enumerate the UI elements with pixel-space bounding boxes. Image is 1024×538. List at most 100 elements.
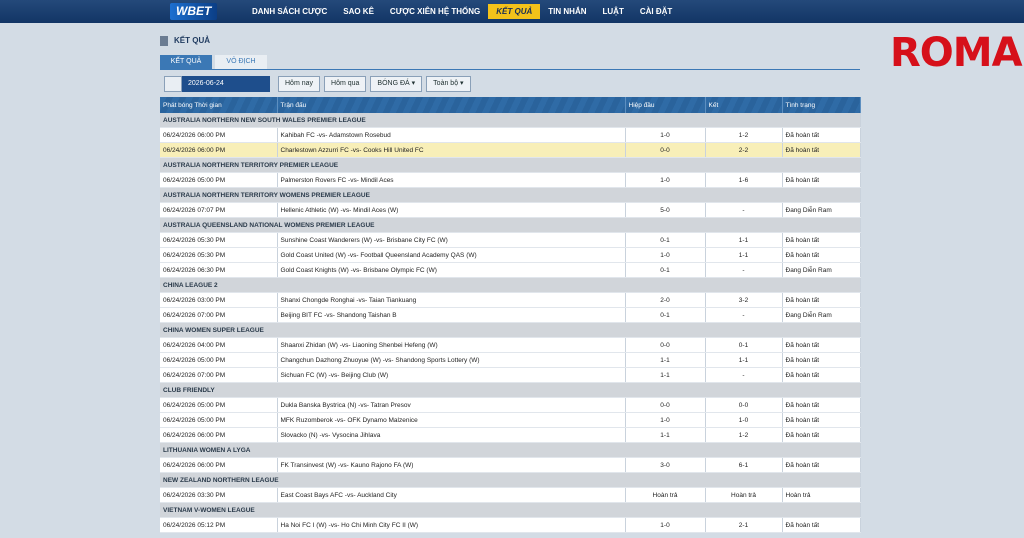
match: Sichuan FC (W) -vs- Beijing Club (W) (277, 367, 626, 383)
match-row[interactable]: 06/24/2026 06:00 PM Charlestown Azzurri F… (160, 142, 861, 158)
match-row[interactable]: 06/24/2026 05:00 PM Palmerston Rovers FC … (160, 172, 861, 188)
half-time: 2-0 (625, 292, 706, 308)
menu-item[interactable]: KẾT QUẢ (488, 4, 541, 19)
half-time: 1-0 (625, 172, 706, 188)
match: Ha Noi FC I (W) -vs- Ho Chi Minh City FC… (277, 517, 626, 533)
kickoff-time: 06/24/2026 05:00 PM (160, 172, 278, 188)
match-row[interactable]: 06/24/2026 05:00 PM Dukla Banska Bystrica… (160, 397, 861, 413)
match-row[interactable]: 06/24/2026 03:00 PM Shanxi Chongde Rongha… (160, 292, 861, 308)
full-time: 2-1 (705, 517, 783, 533)
filter-button[interactable]: Hôm qua (324, 76, 367, 92)
match-row[interactable]: 06/24/2026 06:30 PM Gold Coast Knights (W… (160, 262, 861, 278)
kickoff-time: 06/24/2026 06:30 PM (160, 262, 278, 278)
filters: 2026-06-24 Hôm nay Hôm qua BÓNG ĐÁ ▾ Toàn b… (164, 76, 471, 92)
kickoff-time: 06/24/2026 05:30 PM (160, 247, 278, 263)
calendar-icon[interactable] (164, 76, 182, 92)
column-header: Hiệp đầu (625, 97, 706, 113)
menu-item[interactable]: SAO KÊ (343, 7, 374, 16)
league-name: CHINA LEAGUE 2 (160, 277, 861, 293)
full-time: 0-1 (705, 337, 783, 353)
match: Dukla Banska Bystrica (N) -vs- Tatran Pr… (277, 397, 626, 413)
status: Đang Diễn Ram (782, 202, 861, 218)
date-input[interactable]: 2026-06-24 (182, 76, 270, 92)
logo[interactable]: WBET (170, 3, 218, 20)
kickoff-time: 06/24/2026 05:00 PM (160, 412, 278, 428)
league-row: NEW ZEALAND NORTHERN LEAGUE (160, 472, 861, 488)
results-table: Phát bóng Thời gian Trận đấu Hiệp đầu Kết Tì… (160, 97, 861, 533)
status: Đã hoàn tất (782, 232, 861, 248)
match-row[interactable]: 06/24/2026 07:00 PM Beijing BIT FC -vs- S… (160, 307, 861, 323)
menu-item[interactable]: TIN NHẮN (548, 7, 587, 16)
full-time: - (705, 262, 783, 278)
match: Shanxi Chongde Ronghai -vs- Taian Tianku… (277, 292, 626, 308)
match: Slovacko (N) -vs- Vysocina Jihlava (277, 427, 626, 443)
kickoff-time: 06/24/2026 03:30 PM (160, 487, 278, 503)
match-row[interactable]: 06/24/2026 05:30 PM Gold Coast United (W)… (160, 247, 861, 263)
half-time: 1-0 (625, 517, 706, 533)
match-row[interactable]: 06/24/2026 05:00 PM Changchun Dazhong Zhu… (160, 352, 861, 368)
full-time: 1-1 (705, 232, 783, 248)
kickoff-time: 06/24/2026 04:00 PM (160, 337, 278, 353)
full-time: Hoàn trả (705, 487, 783, 503)
match-row[interactable]: 06/24/2026 07:07 PM Hellenic Athletic (W)… (160, 202, 861, 218)
top-nav: WBET DANH SÁCH CƯỢC SAO KÊ CƯỢC XIÊN HỆ TH… (0, 0, 1024, 23)
match-row[interactable]: 06/24/2026 05:00 PM MFK Ruzomberok -vs- O… (160, 412, 861, 428)
half-time: 0-0 (625, 142, 706, 158)
tab[interactable]: KẾT QUẢ (160, 55, 212, 69)
status: Đã hoàn tất (782, 457, 861, 473)
match: Palmerston Rovers FC -vs- Mindil Aces (277, 172, 626, 188)
status: Hoàn trả (782, 487, 861, 503)
status: Đã hoàn tất (782, 247, 861, 263)
league-row: LITHUANIA WOMEN A LYGA (160, 442, 861, 458)
kickoff-time: 06/24/2026 07:00 PM (160, 307, 278, 323)
filter-button[interactable]: BÓNG ĐÁ ▾ (370, 76, 423, 92)
status: Đã hoàn tất (782, 352, 861, 368)
full-time: 1-2 (705, 427, 783, 443)
league-row: CHINA WOMEN SUPER LEAGUE (160, 322, 861, 338)
match: Shaanxi Zhidan (W) -vs- Liaoning Shenbei… (277, 337, 626, 353)
half-time: 5-0 (625, 202, 706, 218)
table-body: AUSTRALIA NORTHERN NEW SOUTH WALES PREMI… (160, 113, 861, 533)
menu-item[interactable]: LUẬT (602, 7, 624, 16)
match-row[interactable]: 06/24/2026 05:12 PM Ha Noi FC I (W) -vs- … (160, 517, 861, 533)
match: East Coast Bays AFC -vs- Auckland City (277, 487, 626, 503)
full-time: 0-0 (705, 397, 783, 413)
menu-item[interactable]: CÀI ĐẶT (639, 7, 673, 16)
match-row[interactable]: 06/24/2026 04:00 PM Shaanxi Zhidan (W) -v… (160, 337, 861, 353)
status: Đã hoàn tất (782, 397, 861, 413)
kickoff-time: 06/24/2026 06:00 PM (160, 457, 278, 473)
watermark: ROMA (890, 30, 1023, 76)
match: MFK Ruzomberok -vs- OFK Dynamo Malzenice (277, 412, 626, 428)
half-time: 1-1 (625, 352, 706, 368)
match-row[interactable]: 06/24/2026 07:00 PM Sichuan FC (W) -vs- B… (160, 367, 861, 383)
match-row[interactable]: 06/24/2026 06:00 PM FK Transinvest (W) -v… (160, 457, 861, 473)
filter-button[interactable]: Toàn bộ ▾ (426, 76, 471, 92)
match: Charlestown Azzurri FC -vs- Cooks Hill U… (277, 142, 626, 158)
league-name: CLUB FRIENDLY (160, 382, 861, 398)
kickoff-time: 06/24/2026 06:00 PM (160, 427, 278, 443)
league-row: VIETNAM V-WOMEN LEAGUE (160, 502, 861, 518)
match: Beijing BIT FC -vs- Shandong Taishan B (277, 307, 626, 323)
status: Đã hoàn tất (782, 337, 861, 353)
match-row[interactable]: 06/24/2026 05:30 PM Sunshine Coast Wander… (160, 232, 861, 248)
menu-item[interactable]: CƯỢC XIÊN HỆ THỐNG (389, 7, 481, 16)
icon (160, 35, 168, 46)
full-time: 3-2 (705, 292, 783, 308)
menu-item[interactable]: DANH SÁCH CƯỢC (252, 7, 328, 16)
match-row[interactable]: 06/24/2026 06:00 PM Kahibah FC -vs- Adams… (160, 127, 861, 143)
status: Đang Diễn Ram (782, 307, 861, 323)
kickoff-time: 06/24/2026 07:00 PM (160, 367, 278, 383)
kickoff-time: 06/24/2026 03:00 PM (160, 292, 278, 308)
half-time: Hoàn trả (625, 487, 706, 503)
tab[interactable]: VÔ ĐỊCH (215, 55, 267, 69)
column-header: Kết (705, 97, 783, 113)
league-name: AUSTRALIA NORTHERN TERRITORY WOMENS PREM… (160, 187, 861, 203)
match-row[interactable]: 06/24/2026 06:00 PM Slovacko (N) -vs- Vys… (160, 427, 861, 443)
league-row: AUSTRALIA NORTHERN NEW SOUTH WALES PREMI… (160, 113, 861, 128)
match-row[interactable]: 06/24/2026 03:30 PM East Coast Bays AFC -… (160, 487, 861, 503)
league-name: NEW ZEALAND NORTHERN LEAGUE (160, 472, 861, 488)
filter-button[interactable]: Hôm nay (278, 76, 321, 92)
status: Đã hoàn tất (782, 172, 861, 188)
league-name: AUSTRALIA NORTHERN TERRITORY PREMIER LEA… (160, 157, 861, 173)
